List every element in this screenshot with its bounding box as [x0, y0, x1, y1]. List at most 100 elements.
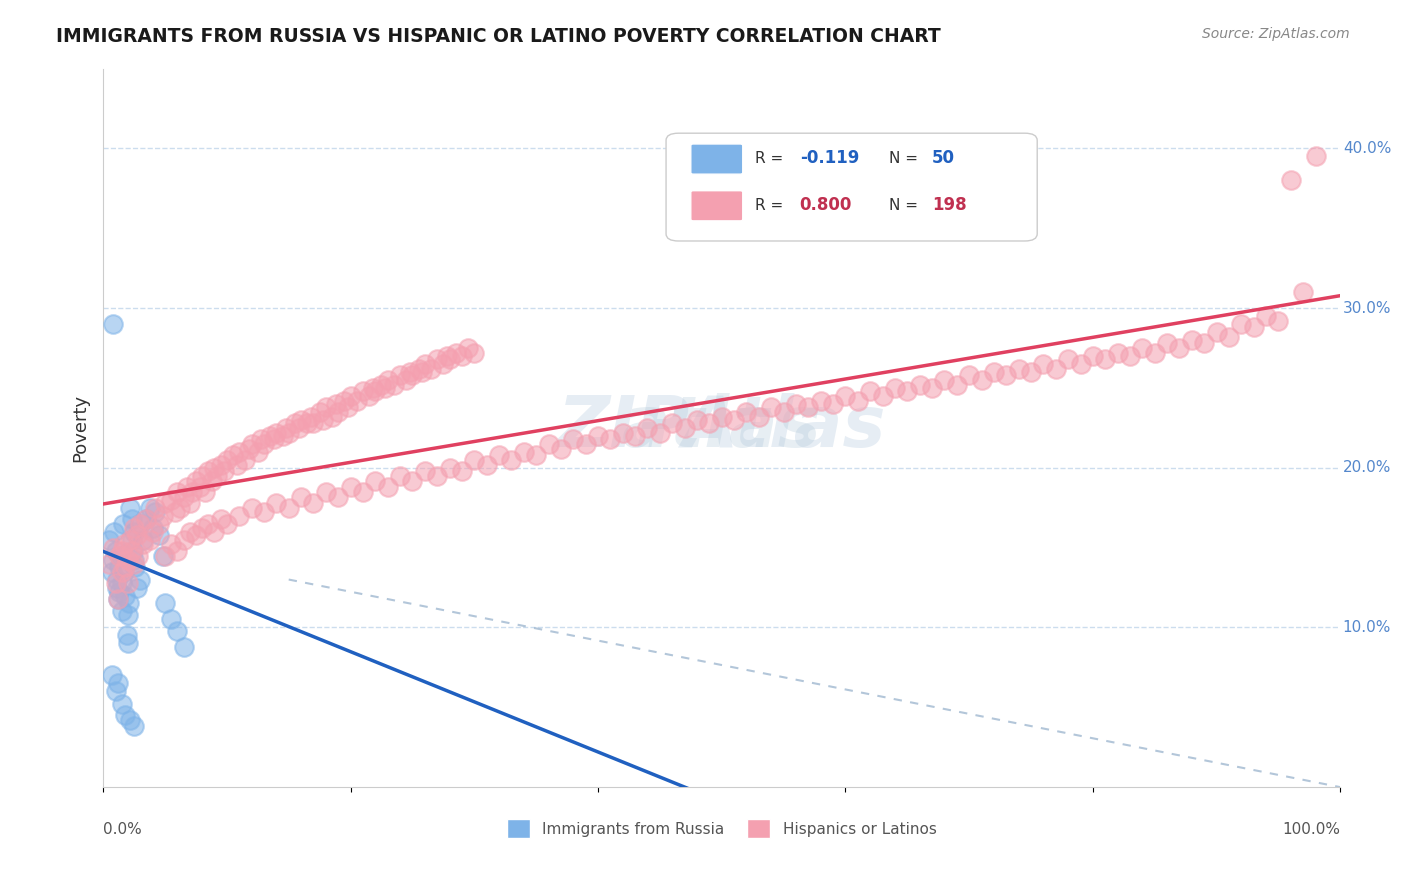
Point [197, 516, 219, 531]
Point [524, 448, 547, 462]
Point [173, 640, 195, 654]
Point [191, 521, 214, 535]
Point [550, 442, 572, 456]
Point [921, 381, 943, 395]
Point [148, 516, 170, 531]
Point [122, 719, 145, 733]
Point [104, 543, 127, 558]
Point [277, 500, 299, 515]
Point [121, 533, 143, 547]
FancyBboxPatch shape [690, 144, 742, 174]
Point [1218, 330, 1240, 344]
Point [1130, 341, 1153, 355]
Point [104, 684, 127, 698]
Text: R =: R = [755, 151, 789, 166]
Point [142, 524, 165, 539]
Point [132, 533, 155, 547]
Point [846, 393, 869, 408]
Point [114, 559, 136, 574]
Point [205, 468, 228, 483]
Point [215, 452, 238, 467]
Point [501, 452, 523, 467]
Point [624, 429, 647, 443]
Point [686, 413, 709, 427]
Point [225, 458, 247, 472]
Point [114, 708, 136, 723]
Point [120, 533, 142, 547]
Point [896, 384, 918, 398]
Text: 20.0%: 20.0% [1343, 460, 1391, 475]
Point [101, 541, 124, 555]
Point [315, 400, 337, 414]
Point [761, 400, 783, 414]
Point [181, 484, 204, 499]
Point [463, 345, 485, 359]
Point [389, 368, 412, 383]
Point [163, 506, 186, 520]
Point [191, 468, 214, 483]
Point [129, 516, 152, 531]
Point [139, 533, 162, 547]
Point [333, 393, 356, 408]
Text: 0.0%: 0.0% [103, 822, 142, 837]
Text: 10.0%: 10.0% [1343, 620, 1391, 635]
Point [1094, 352, 1116, 367]
Point [107, 591, 129, 606]
Point [395, 373, 418, 387]
Point [129, 516, 152, 531]
Point [648, 425, 671, 440]
Text: Source: ZipAtlas.com: Source: ZipAtlas.com [1202, 27, 1350, 41]
Point [299, 409, 322, 424]
Point [209, 458, 232, 472]
Point [110, 549, 132, 563]
Point [308, 405, 330, 419]
Point [772, 405, 794, 419]
Point [297, 416, 319, 430]
Point [1081, 349, 1104, 363]
Point [266, 496, 288, 510]
Point [117, 636, 139, 650]
Text: IMMIGRANTS FROM RUSSIA VS HISPANIC OR LATINO POVERTY CORRELATION CHART: IMMIGRANTS FROM RUSSIA VS HISPANIC OR LA… [56, 27, 941, 45]
Text: N =: N = [889, 151, 922, 166]
Point [834, 389, 856, 403]
Point [153, 549, 176, 563]
Point [735, 405, 758, 419]
Point [253, 506, 276, 520]
Y-axis label: Poverty: Poverty [72, 393, 89, 462]
Point [143, 506, 166, 520]
Point [179, 496, 201, 510]
Point [661, 416, 683, 430]
Text: 198: 198 [932, 196, 967, 214]
Point [1305, 149, 1327, 163]
Point [215, 516, 238, 531]
Point [432, 357, 454, 371]
Point [1181, 333, 1204, 347]
Point [810, 393, 832, 408]
Point [586, 429, 609, 443]
Point [125, 581, 148, 595]
Point [235, 452, 257, 467]
Point [197, 464, 219, 478]
Point [439, 460, 461, 475]
Point [111, 605, 134, 619]
Point [115, 628, 138, 642]
Point [748, 409, 770, 424]
Point [723, 413, 745, 427]
Point [364, 474, 387, 488]
Point [121, 512, 143, 526]
Point [1279, 173, 1302, 187]
Point [125, 528, 148, 542]
Point [209, 512, 232, 526]
Point [451, 349, 474, 363]
Point [401, 368, 423, 383]
Point [1156, 336, 1178, 351]
Point [983, 365, 1005, 379]
Point [1168, 341, 1191, 355]
Point [1292, 285, 1315, 299]
Text: 40.0%: 40.0% [1343, 141, 1391, 156]
Point [457, 341, 479, 355]
Point [240, 500, 263, 515]
Point [266, 425, 288, 440]
Point [1107, 345, 1129, 359]
Point [105, 581, 128, 595]
